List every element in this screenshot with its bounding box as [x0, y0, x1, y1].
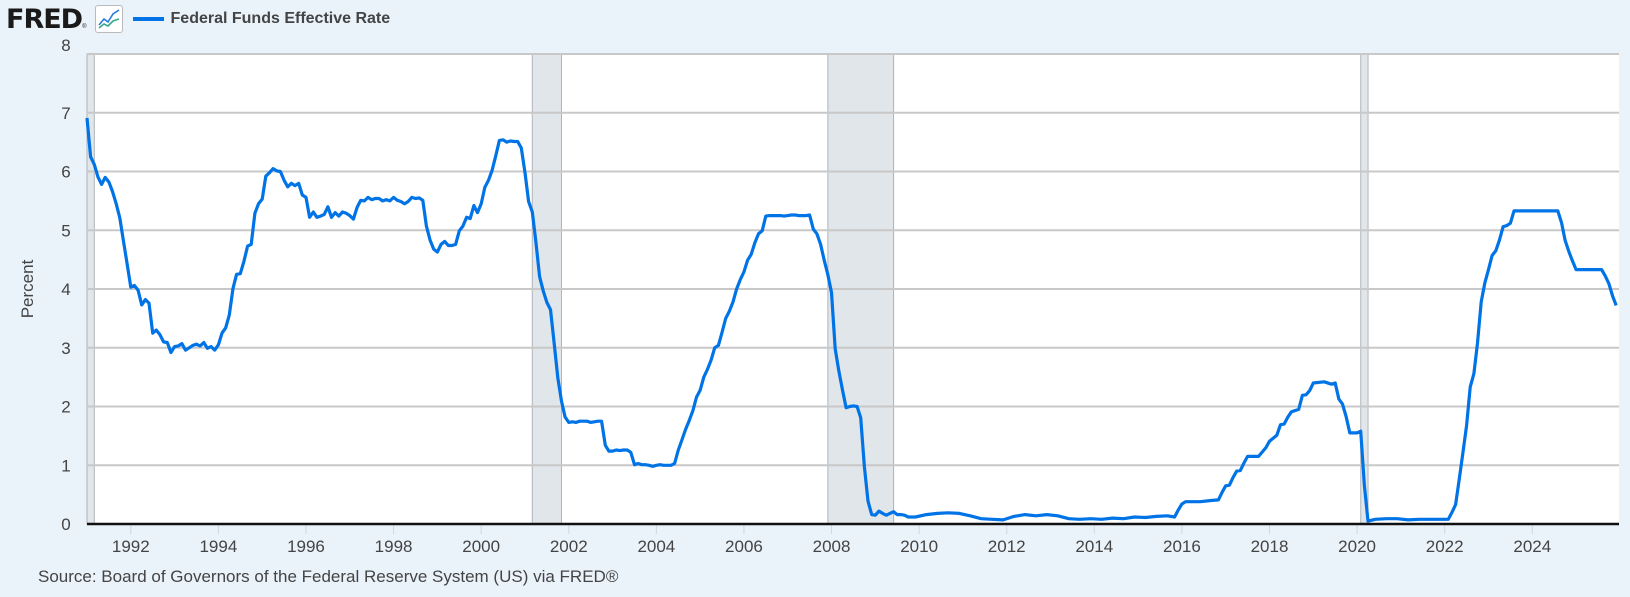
y-tick-label: 5: [61, 221, 70, 240]
series-line-federal-funds-rate: [85, 117, 1618, 523]
y-axis-label: Percent: [18, 259, 37, 318]
y-tick-label: 6: [61, 163, 70, 182]
chart-header: FRED ® Federal Funds Effective Rate: [6, 2, 390, 36]
y-tick-label: 4: [61, 280, 70, 299]
y-tick-label: 7: [61, 104, 70, 123]
source-note: Source: Board of Governors of the Federa…: [38, 567, 619, 586]
x-tick-label: 2012: [988, 537, 1026, 556]
x-tick-label: 1998: [375, 537, 413, 556]
legend-swatch: [132, 17, 164, 21]
x-tick-label: 2022: [1426, 537, 1464, 556]
y-tick-label: 1: [61, 456, 70, 475]
x-tick-label: 2004: [637, 537, 675, 556]
x-tick-label: 2006: [725, 537, 763, 556]
y-tick-label: 8: [61, 36, 70, 55]
y-tick-label: 3: [61, 339, 70, 358]
x-tick-label: 2014: [1075, 537, 1113, 556]
x-tick-label: 2002: [550, 537, 588, 556]
legend-label: Federal Funds Effective Rate: [170, 10, 391, 27]
fred-logo[interactable]: FRED: [6, 3, 83, 35]
y-tick-label: 0: [61, 515, 70, 534]
x-tick-label: 1996: [287, 537, 325, 556]
x-tick-label: 2016: [1163, 537, 1201, 556]
x-tick-label: 2010: [900, 537, 938, 556]
x-tick-label: 1992: [112, 537, 150, 556]
y-tick-label: 2: [61, 398, 70, 417]
registered-mark: ®: [82, 24, 87, 30]
x-tick-label: 2020: [1338, 537, 1376, 556]
x-tick-label: 2008: [813, 537, 851, 556]
x-tick-label: 2000: [462, 537, 500, 556]
x-tick-label: 1994: [199, 537, 237, 556]
line-graph-icon[interactable]: [94, 5, 123, 33]
x-tick-label: 2024: [1513, 537, 1551, 556]
x-tick-label: 2018: [1251, 537, 1289, 556]
